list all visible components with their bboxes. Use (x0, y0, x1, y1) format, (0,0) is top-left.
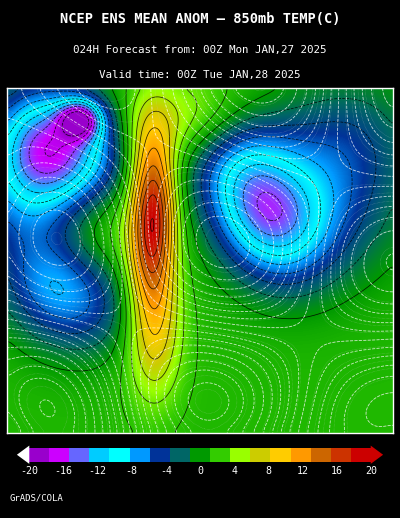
Text: -4: -4 (160, 466, 172, 476)
Text: NCEP ENS MEAN ANOM – 850mb TEMP(C): NCEP ENS MEAN ANOM – 850mb TEMP(C) (60, 12, 340, 26)
Bar (190, 448, 210, 462)
Bar (331, 448, 351, 462)
Text: 024H Forecast from: 00Z Mon JAN,27 2025: 024H Forecast from: 00Z Mon JAN,27 2025 (73, 45, 327, 54)
Bar (150, 448, 170, 462)
Text: -8: -8 (126, 466, 138, 476)
Bar (210, 448, 230, 462)
Polygon shape (371, 445, 383, 464)
Bar (230, 448, 250, 462)
Text: 12: 12 (297, 466, 309, 476)
Bar (29, 448, 49, 462)
Text: GrADS/COLA: GrADS/COLA (10, 494, 64, 502)
Text: 8: 8 (266, 466, 272, 476)
Text: -16: -16 (54, 466, 72, 476)
Text: 4: 4 (231, 466, 237, 476)
Text: 20: 20 (365, 466, 377, 476)
Bar (170, 448, 190, 462)
Text: 0: 0 (197, 466, 203, 476)
Bar (250, 448, 270, 462)
Bar (69, 448, 89, 462)
Text: -12: -12 (88, 466, 106, 476)
Bar (270, 448, 290, 462)
Text: 16: 16 (331, 466, 343, 476)
Text: -20: -20 (20, 466, 38, 476)
Bar (110, 448, 130, 462)
Bar (49, 448, 69, 462)
Bar (290, 448, 311, 462)
Bar (130, 448, 150, 462)
Text: Valid time: 00Z Tue JAN,28 2025: Valid time: 00Z Tue JAN,28 2025 (99, 70, 301, 80)
Bar (89, 448, 110, 462)
Polygon shape (17, 445, 29, 464)
Bar (351, 448, 371, 462)
Bar (311, 448, 331, 462)
